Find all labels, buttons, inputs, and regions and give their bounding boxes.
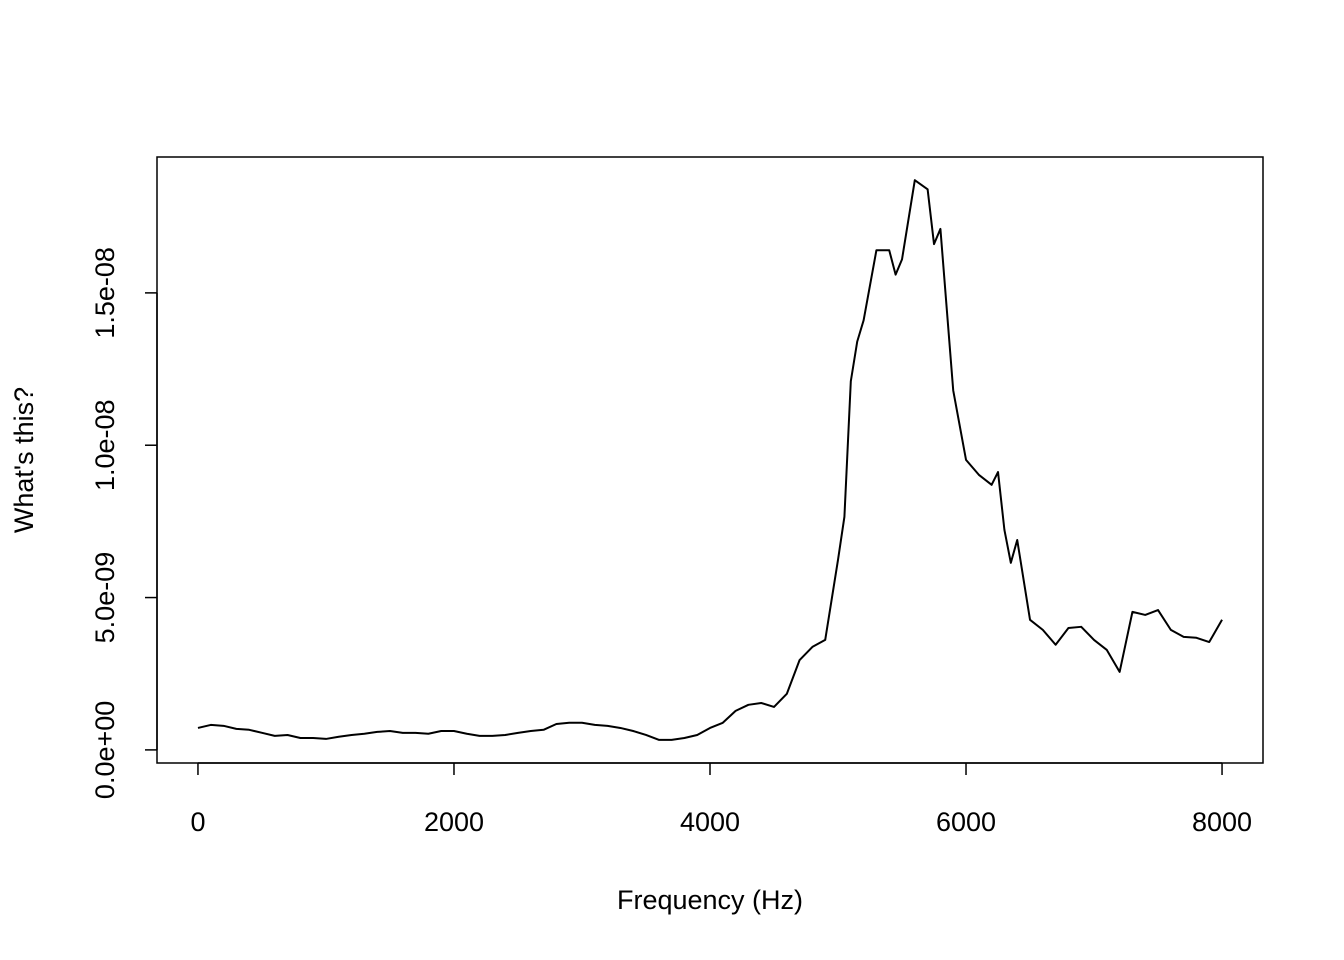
y-tick-label: 0.0e+00 (90, 701, 120, 799)
x-tick-label: 0 (190, 807, 205, 837)
y-axis-label: What's this? (9, 387, 39, 533)
y-tick-label: 5.0e-09 (90, 552, 120, 644)
x-tick-label: 4000 (680, 807, 740, 837)
data-line (197, 179, 1223, 741)
x-tick-label: 6000 (936, 807, 996, 837)
x-axis-label: Frequency (Hz) (617, 885, 803, 915)
x-tick-label: 8000 (1192, 807, 1252, 837)
plot-frame (156, 156, 1264, 764)
y-tick-label: 1.0e-08 (90, 399, 120, 491)
x-tick-label: 2000 (424, 807, 484, 837)
y-tick-label: 1.5e-08 (90, 247, 120, 339)
